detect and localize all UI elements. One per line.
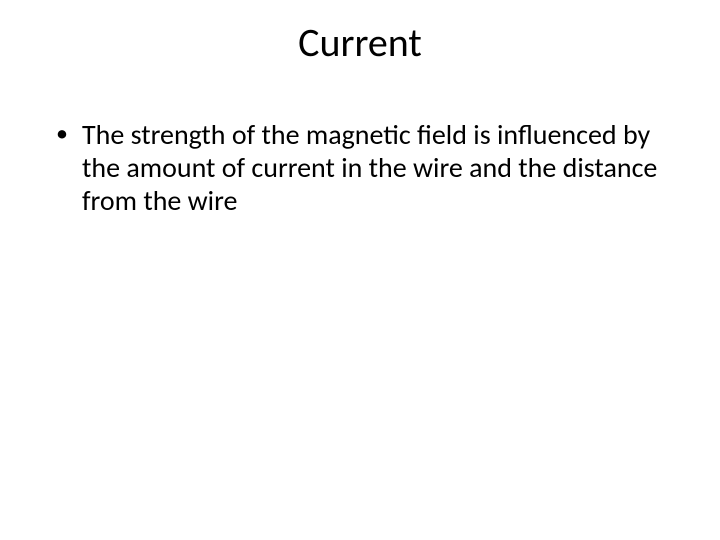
slide: Current The strength of the magnetic fie… — [0, 0, 720, 540]
slide-body: The strength of the magnetic field is in… — [54, 118, 674, 217]
slide-title: Current — [0, 18, 720, 67]
bullet-list: The strength of the magnetic field is in… — [54, 118, 674, 217]
bullet-item: The strength of the magnetic field is in… — [54, 118, 674, 217]
